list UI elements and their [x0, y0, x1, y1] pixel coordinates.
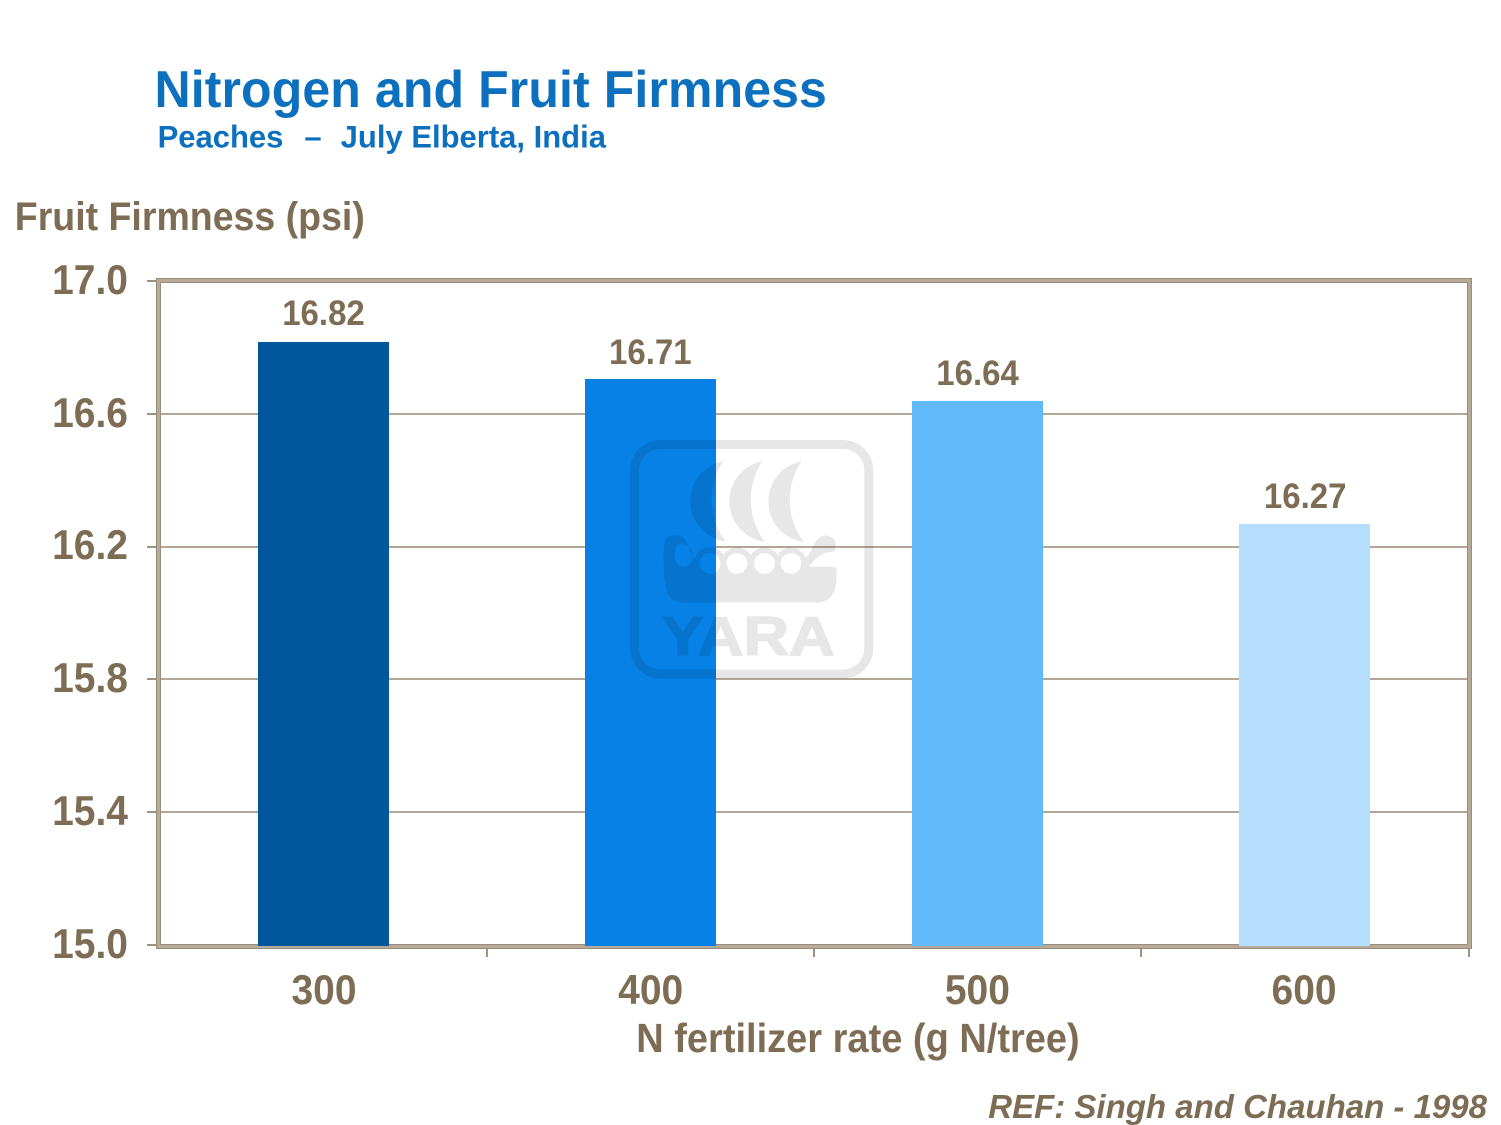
svg-text:YARA: YARA [662, 605, 835, 667]
